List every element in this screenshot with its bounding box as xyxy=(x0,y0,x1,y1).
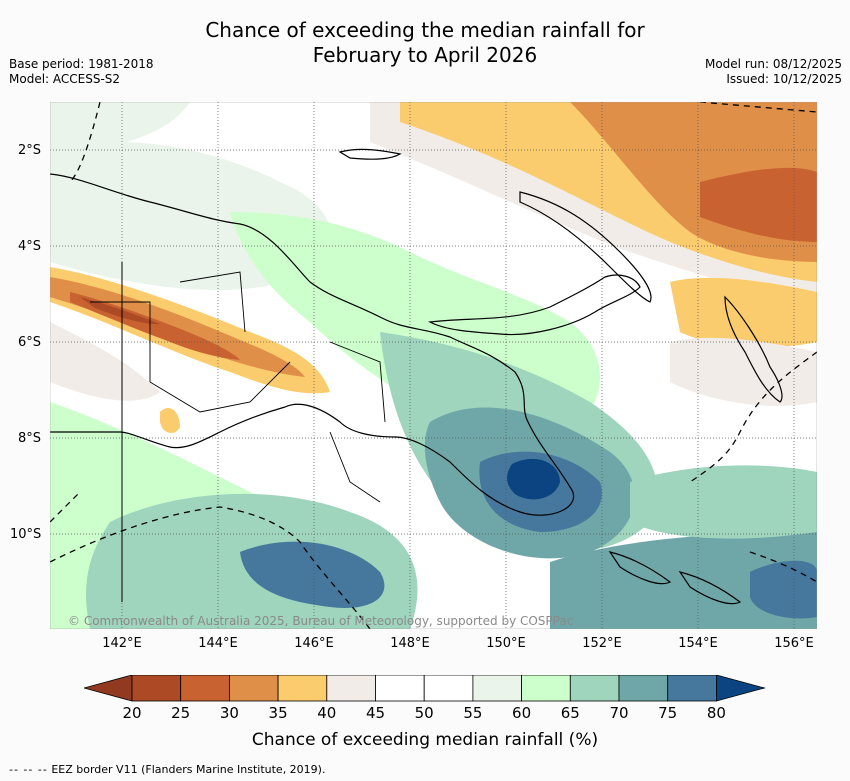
island-south-2 xyxy=(678,571,742,605)
eez-legend-text: EEZ border V11 (Flanders Marine Institut… xyxy=(51,763,326,776)
field-teal-east xyxy=(630,465,817,539)
colorbar-tick-label: 75 xyxy=(658,704,678,722)
colorbar-tick-label: 20 xyxy=(122,704,142,722)
colorbar-tick-label: 50 xyxy=(414,704,434,722)
colorbar-segment xyxy=(667,675,717,702)
meta-left: Base period: 1981-2018 Model: ACCESS-S2 xyxy=(9,57,154,87)
colorbar-title: Chance of exceeding median rainfall (%) xyxy=(251,730,599,750)
colorbar-extend-low xyxy=(84,675,133,702)
colorbar-segment xyxy=(180,675,230,702)
lon-label: 152°E xyxy=(582,636,622,651)
eez-borders xyxy=(50,102,817,629)
field-blue-south-east xyxy=(750,560,817,619)
lon-label: 146°E xyxy=(294,636,334,651)
colorbar-tick-label: 80 xyxy=(706,704,726,722)
meta-right: Model run: 08/12/2025 Issued: 10/12/2025 xyxy=(705,57,842,87)
rainfall-map: © Commonwealth of Australia 2025, Bureau… xyxy=(50,102,817,629)
colorbar-tick-label: 35 xyxy=(268,704,288,722)
copyright-text: © Commonwealth of Australia 2025, Bureau… xyxy=(68,614,573,628)
new-britain-coast xyxy=(428,274,641,336)
colorbar-tick-label: 70 xyxy=(609,704,629,722)
colorbar-segment xyxy=(228,675,279,702)
field-blue-south-west xyxy=(240,541,385,608)
base-period: Base period: 1981-2018 xyxy=(9,57,154,71)
model-run: Model run: 08/12/2025 xyxy=(704,57,842,71)
field-darkblue-center xyxy=(507,458,560,500)
colorbar-tick-label: 65 xyxy=(560,704,580,722)
gridlines xyxy=(50,102,817,629)
lon-label: 144°E xyxy=(198,636,238,651)
title-line-1: Chance of exceeding the median rainfall … xyxy=(205,18,645,42)
colorbar-segment xyxy=(618,675,669,702)
island-south xyxy=(608,551,672,585)
colorbar-segment xyxy=(326,675,376,702)
lat-label: 4°S xyxy=(18,239,42,254)
chart-title: Chance of exceeding the median rainfall … xyxy=(0,18,850,68)
model-name: Model: ACCESS-S2 xyxy=(9,72,121,86)
manus-island xyxy=(338,148,402,160)
lat-label: 6°S xyxy=(18,335,42,350)
lon-label: 150°E xyxy=(486,636,526,651)
lon-label: 142°E xyxy=(102,636,142,651)
internal-borders xyxy=(90,271,386,503)
lon-label: 154°E xyxy=(678,636,718,651)
title-line-2: February to April 2026 xyxy=(312,43,538,67)
colorbar-segment xyxy=(569,675,620,702)
eez-legend: -- -- -- EEZ border V11 (Flanders Marine… xyxy=(9,763,325,776)
colorbar-segment xyxy=(423,675,474,702)
field-light-green-nw xyxy=(50,102,190,162)
bougainville-coast xyxy=(724,295,783,403)
colorbar-tick-label: 55 xyxy=(463,704,483,722)
lat-label: 10°S xyxy=(10,527,42,542)
new-ireland-coast xyxy=(519,191,652,303)
colorbar-tick-label: 60 xyxy=(512,704,532,722)
colorbar-tick-label: 40 xyxy=(317,704,337,722)
field-east-yellow xyxy=(670,277,817,348)
lon-label: 148°E xyxy=(390,636,430,651)
coastlines xyxy=(50,148,783,605)
field-ne-darkorange xyxy=(700,167,817,242)
colorbar-tick-label: 30 xyxy=(219,704,239,722)
colorbar-segment xyxy=(472,675,522,702)
field-band-brown xyxy=(80,297,160,325)
eez-legend-dash: -- -- -- xyxy=(9,763,48,776)
field-teal-south-east xyxy=(550,532,817,629)
new-guinea-coast xyxy=(50,173,575,516)
colorbar-tick-label: 45 xyxy=(365,704,386,722)
colorbar-segment xyxy=(521,675,571,702)
colorbar-tick-label: 25 xyxy=(171,704,191,722)
colorbar-segment xyxy=(375,675,425,702)
issued-date: Issued: 10/12/2025 xyxy=(726,72,842,86)
colorbar xyxy=(84,675,766,702)
colorbar-segment xyxy=(277,675,328,702)
colorbar-extend-high xyxy=(716,675,766,702)
colorbar-segment xyxy=(131,675,182,702)
lon-label: 156°E xyxy=(774,636,814,651)
lat-label: 2°S xyxy=(18,143,42,158)
field-yellow-small xyxy=(160,407,180,434)
lat-label: 8°S xyxy=(18,431,42,446)
